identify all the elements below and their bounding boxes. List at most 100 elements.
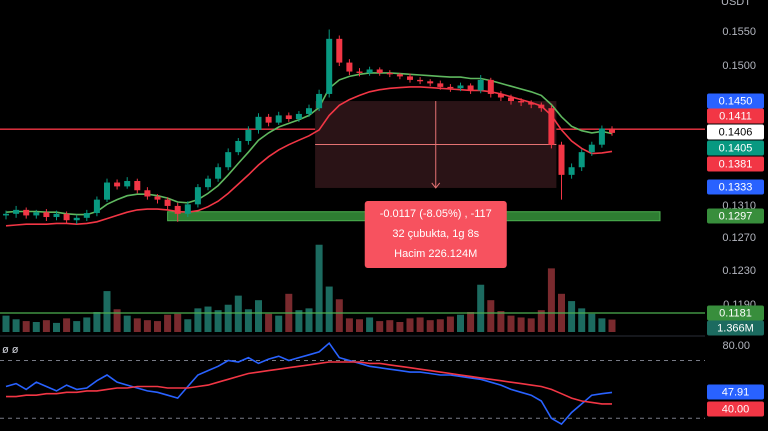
candle-body (53, 213, 60, 218)
price-badge (707, 108, 764, 124)
price-badge-label: 0.1405 (719, 142, 753, 154)
volume-bar (396, 322, 404, 332)
volume-bar (174, 313, 182, 332)
price-badge-label: 0.1450 (719, 95, 753, 107)
price-badge (707, 156, 764, 172)
rsi-line (6, 361, 612, 405)
volume-bar (345, 318, 353, 332)
measure-text: -0.0117 (-8.05%) , -117 (380, 208, 492, 220)
measure-text: Hacim 226.124M (394, 248, 477, 260)
volume-bar (477, 284, 485, 332)
volume-bar (42, 320, 50, 332)
price-badge-label: 1.366M (717, 322, 754, 334)
y-tick-label: 0.1230 (722, 265, 756, 277)
candle-body (356, 71, 363, 73)
volume-bar (608, 319, 616, 332)
volume-bar (315, 244, 323, 332)
volume-bar (224, 304, 232, 332)
volume-bar (497, 311, 505, 332)
candle-body (23, 209, 30, 216)
y-tick-label: 0.1550 (722, 26, 756, 38)
candle-body (326, 38, 333, 94)
candle-body (346, 62, 353, 72)
candle-body (235, 140, 242, 153)
volume-bar (265, 313, 273, 332)
candle-body (558, 144, 565, 175)
candle-body (144, 190, 151, 197)
candle-body (528, 102, 535, 105)
candle-body (316, 93, 323, 109)
candle-body (275, 115, 282, 123)
candle-body (508, 97, 514, 102)
price-badge-label: 0.1333 (719, 181, 753, 193)
candle-body (43, 212, 50, 218)
candle-body (437, 83, 444, 87)
candle-body (568, 167, 575, 175)
volume-bar (376, 321, 384, 332)
volume-bar (53, 322, 60, 332)
volume-bar (2, 315, 10, 332)
volume-bar (275, 315, 283, 332)
candle-body (255, 116, 262, 130)
price-badge (707, 384, 764, 400)
candle-body (336, 38, 343, 63)
volume-bar (234, 295, 242, 332)
candle-body (457, 85, 464, 89)
volume-bar (325, 286, 333, 332)
candle-body (578, 152, 585, 168)
candle-body (3, 213, 9, 216)
candle-body (548, 108, 555, 145)
volume-bar (537, 310, 545, 332)
volume-bar (356, 319, 363, 332)
volume-bar (335, 299, 343, 332)
candle-body (427, 81, 434, 84)
candle-body (518, 101, 525, 103)
candle-body (205, 178, 211, 188)
candle-body (164, 199, 171, 206)
volume-bar (507, 315, 515, 332)
volume-bar (22, 321, 30, 332)
volume-bar (63, 318, 71, 332)
y-tick-label: 80.00 (722, 340, 750, 352)
volume-bar (123, 315, 131, 332)
price-badge (707, 401, 764, 417)
volume-bar (436, 319, 444, 332)
volume-bar (588, 313, 596, 332)
volume-bar (578, 308, 586, 332)
candle-body (245, 129, 252, 141)
measure-tooltip (364, 200, 507, 268)
candle-body (93, 199, 100, 214)
candle-body (83, 213, 90, 218)
candle-body (215, 167, 222, 179)
price-badge (707, 320, 764, 336)
volume-bar (32, 322, 40, 332)
volume-bar (295, 310, 303, 332)
volume-bar (255, 300, 262, 332)
price-badge (707, 93, 764, 109)
volume-bar (113, 309, 121, 332)
candle-body (386, 72, 393, 75)
price-badge (707, 305, 764, 321)
volume-bar (93, 312, 101, 332)
volume-bar (214, 310, 222, 332)
quote-label: USDT (721, 0, 751, 8)
candle-body (376, 69, 383, 73)
volume-bar (416, 317, 424, 332)
price-badge (707, 208, 764, 224)
candle-body (306, 108, 312, 114)
volume-bar (305, 308, 313, 332)
price-badge (707, 179, 764, 195)
volume-bar (547, 268, 555, 332)
candle-body (487, 79, 494, 94)
volume-bar (194, 308, 202, 332)
volume-bar (467, 312, 475, 332)
rsi-line (5, 342, 613, 426)
volume-bar (184, 319, 192, 332)
volume-bar (487, 300, 495, 332)
volume-bar (204, 306, 212, 332)
candle-body (497, 93, 504, 98)
volume-bar (598, 318, 606, 332)
candle-body (366, 69, 373, 73)
price-badge-label: 47.91 (722, 386, 750, 398)
